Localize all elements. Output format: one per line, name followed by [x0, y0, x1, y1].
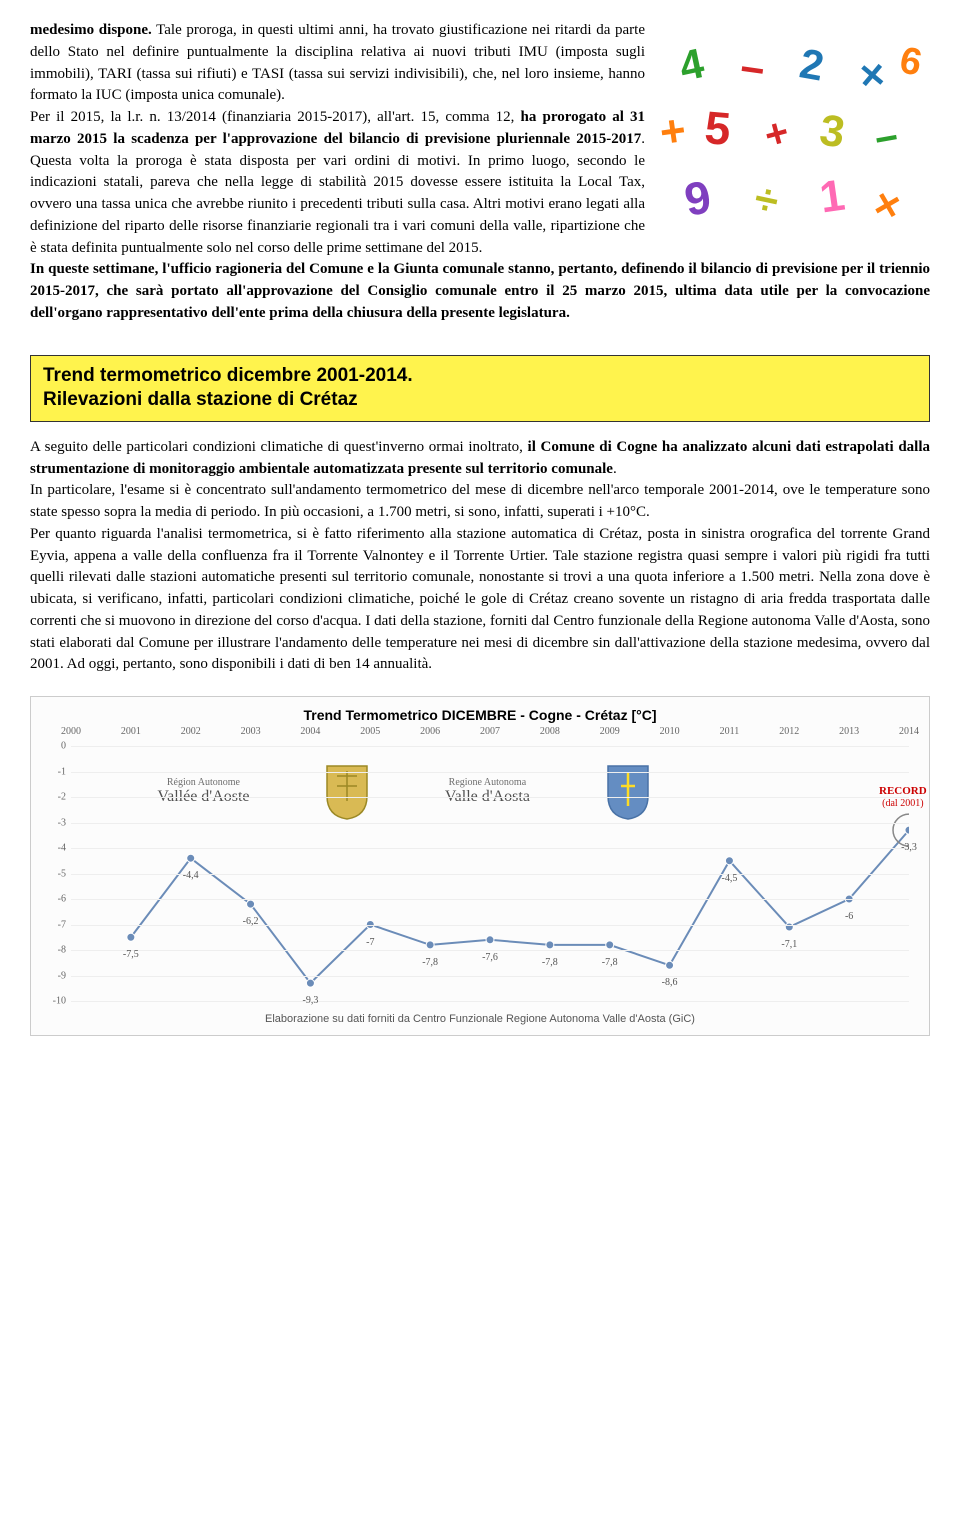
grid-line: [71, 746, 909, 747]
record-label: RECORD(dal 2001): [879, 785, 927, 809]
y-tick: -9: [58, 970, 66, 981]
y-tick: -5: [58, 868, 66, 879]
data-point-label: -3,3: [901, 842, 917, 853]
magnet-glyph: −: [870, 108, 903, 169]
magnet-glyph: +: [656, 99, 690, 166]
grid-line: [71, 899, 909, 900]
magnet-glyph: ×: [868, 173, 907, 238]
grid-line: [71, 772, 909, 773]
grid-line: [71, 848, 909, 849]
intro-paragraph: 4−2×6+5+3−9÷1× medesimo dispone. Tale pr…: [30, 20, 930, 325]
logo-fr-top: Région Autonome: [157, 777, 249, 788]
magnet-glyph: 9: [679, 163, 716, 233]
grid-line: [71, 1001, 909, 1002]
data-point-label: -6,2: [243, 916, 259, 927]
logo-region-it: Regione Autonoma Valle d'Aosta: [445, 777, 530, 806]
chart-plot-area: 0-1-2-3-4-5-6-7-8-9-10 20002001200220032…: [71, 731, 909, 1001]
y-tick: -3: [58, 817, 66, 828]
data-point-label: -6: [845, 911, 853, 922]
y-axis: 0-1-2-3-4-5-6-7-8-9-10: [46, 731, 66, 1001]
shield-icon-1: [322, 761, 372, 821]
data-point-label: -9,3: [303, 995, 319, 1006]
magnet-glyph: 1: [816, 164, 849, 231]
magnet-glyph: 4: [674, 33, 710, 97]
chart-caption: Elaborazione su dati forniti da Centro F…: [41, 1013, 919, 1025]
data-point-label: -4,5: [722, 873, 738, 884]
y-tick: -8: [58, 945, 66, 956]
chart-title: Trend Termometrico DICEMBRE - Cogne - Cr…: [41, 707, 919, 723]
y-tick: 0: [61, 741, 66, 752]
logo-it-top: Regione Autonoma: [445, 777, 530, 788]
data-point-label: -7,8: [542, 957, 558, 968]
grid-line: [71, 925, 909, 926]
y-tick: -2: [58, 792, 66, 803]
y-tick: -4: [58, 843, 66, 854]
data-point-label: -7,6: [482, 952, 498, 963]
intro-p2-bold: In queste settimane, l'ufficio ragioneri…: [30, 261, 930, 321]
data-point-label: -7,1: [781, 939, 797, 950]
y-tick: -7: [58, 919, 66, 930]
magnet-glyph: 6: [895, 33, 927, 91]
data-point-label: -7,8: [602, 957, 618, 968]
magnet-glyph: ÷: [749, 168, 784, 232]
magnet-glyph: 5: [702, 94, 733, 163]
shield-icon-2: [603, 761, 653, 821]
grid-line: [71, 976, 909, 977]
y-tick: -10: [53, 996, 66, 1007]
data-point-label: -7,8: [422, 957, 438, 968]
magnet-glyph: −: [736, 39, 769, 103]
section-title-line1: Trend termometrico dicembre 2001-2014.: [43, 365, 413, 386]
data-point-label: -7: [366, 937, 374, 948]
data-point-label: -4,4: [183, 870, 199, 881]
magnet-glyph: 3: [816, 99, 849, 166]
y-tick: -1: [58, 766, 66, 777]
section-title: Trend termometrico dicembre 2001-2014. R…: [43, 364, 917, 413]
body-p3: Per quanto riguarda l'analisi termometri…: [30, 526, 930, 673]
temperature-chart: Trend Termometrico DICEMBRE - Cogne - Cr…: [30, 696, 930, 1036]
y-tick: -6: [58, 894, 66, 905]
magnet-numbers-image: 4−2×6+5+3−9÷1×: [660, 25, 930, 225]
section-title-line2: Rilevazioni dalla stazione di Crétaz: [43, 389, 358, 410]
body-p1b: .: [613, 461, 617, 477]
grid-line: [71, 797, 909, 798]
magnet-glyph: 2: [795, 33, 829, 97]
body-p2: In particolare, l'esame si è concentrato…: [30, 482, 930, 520]
section-body: A seguito delle particolari condizioni c…: [30, 437, 930, 676]
intro-text-b: Per il 2015, la l.r. n. 13/2014 (finanzi…: [30, 109, 521, 125]
lead-bold: medesimo dispone.: [30, 22, 152, 38]
body-p1a: A seguito delle particolari condizioni c…: [30, 439, 528, 455]
chart-logo-overlay: Région Autonome Vallée d'Aoste Regione A…: [121, 761, 689, 821]
magnet-glyph: ×: [857, 44, 887, 107]
magnet-glyph: +: [758, 103, 796, 165]
intro-text-c: . Questa volta la proroga è stata dispos…: [30, 131, 645, 256]
logo-region-fr: Région Autonome Vallée d'Aoste: [157, 777, 249, 806]
grid-line: [71, 823, 909, 824]
section-header-box: Trend termometrico dicembre 2001-2014. R…: [30, 355, 930, 422]
data-point-label: -7,5: [123, 949, 139, 960]
data-point-label: -8,6: [662, 977, 678, 988]
